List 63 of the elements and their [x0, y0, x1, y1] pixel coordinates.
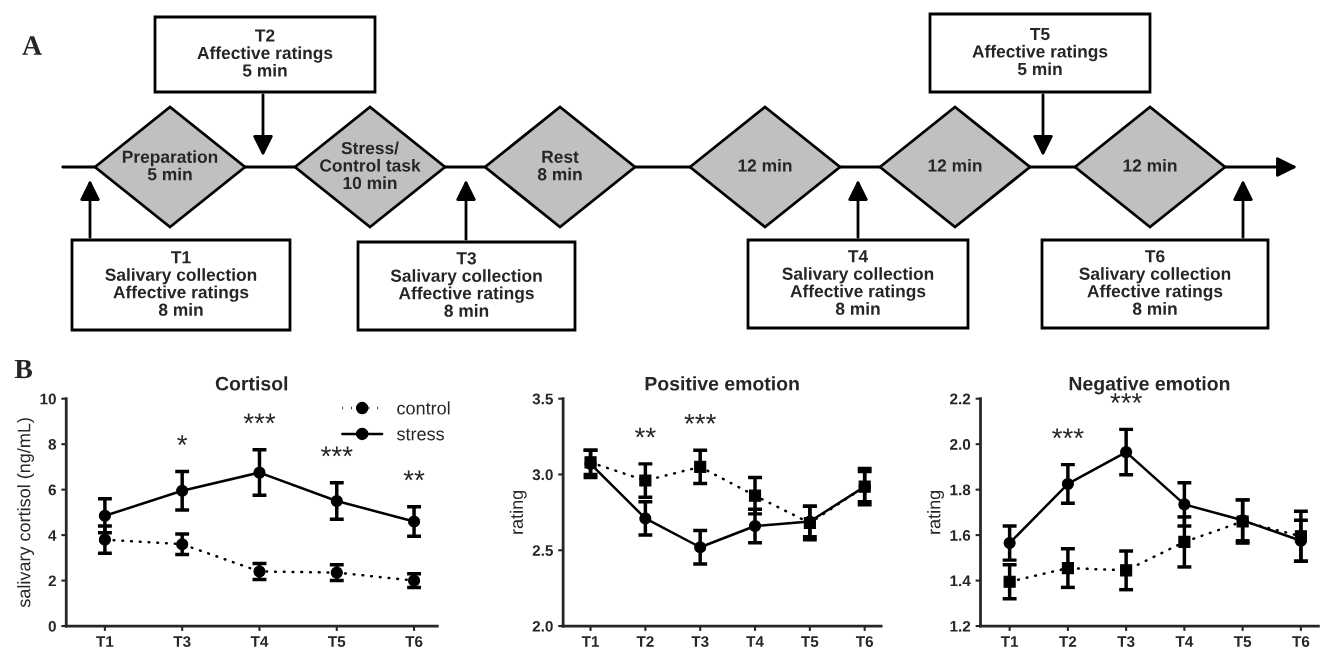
y-tick-label: 3.0: [532, 469, 553, 481]
annotation: ***: [1110, 393, 1142, 403]
y-tick-label: 0: [48, 620, 56, 632]
annotation: ***: [321, 446, 353, 457]
y-tick-label: 10: [40, 393, 56, 405]
x-tick-label: T5: [1233, 636, 1252, 647]
chart-title: Cortisol: [215, 376, 288, 391]
x-tick-label: T5: [328, 636, 346, 647]
annotation: **: [403, 470, 425, 481]
x-tick-label: T2: [1059, 636, 1077, 647]
x-tick-label: T1: [96, 636, 114, 647]
y-tick-label: 1.8: [950, 484, 971, 496]
annotation: ***: [1052, 428, 1084, 439]
text: T6 Salivary collection Affective ratings 8 min: [1079, 250, 1231, 315]
annotation: *: [177, 435, 188, 445]
category-label: Stress/ Control task 10 min: [320, 141, 421, 190]
text: T1 Salivary collection Affective ratings 8 min: [105, 251, 257, 316]
y-axis-title: salivary cortisol (ng/mL): [17, 418, 34, 608]
annotation: ***: [243, 413, 276, 424]
text: B: [14, 359, 33, 379]
y-tick-label: 2: [48, 575, 56, 587]
text: T4 Salivary collection Affective ratings 8 min: [782, 250, 934, 315]
y-tick-label: 1.6: [950, 529, 971, 541]
category-label: Preparation 5 min: [122, 150, 218, 181]
x-tick-label: T3: [173, 636, 191, 648]
chart-title: Negative emotion: [1069, 376, 1230, 395]
x-tick-label: T4: [1175, 636, 1194, 647]
category-label: 12 min: [738, 158, 792, 172]
text: T3 Salivary collection Affective ratings 8 min: [390, 252, 542, 317]
y-tick-label: 6: [48, 484, 56, 496]
y-axis-title: rating: [927, 490, 944, 534]
x-tick-label: T2: [636, 636, 654, 647]
y-tick-label: 1.2: [950, 620, 971, 632]
x-tick-label: T5: [801, 636, 819, 647]
y-tick-label: 2.5: [532, 545, 553, 556]
category-label: 12 min: [928, 158, 982, 172]
y-tick-label: 4: [48, 530, 57, 541]
y-tick-label: 8: [48, 439, 57, 450]
category-label: Rest 8 min: [537, 150, 582, 181]
legend-label: control: [397, 401, 450, 415]
x-tick-label: T3: [1117, 636, 1135, 648]
y-tick-label: 2.2: [950, 393, 971, 405]
annotation: **: [635, 427, 656, 438]
chart-title: Positive emotion: [645, 376, 799, 391]
text: A: [22, 36, 42, 55]
x-tick-label: T1: [1000, 636, 1019, 647]
text: T5 Affective ratings 5 min: [972, 28, 1108, 76]
x-tick-label: T3: [691, 636, 709, 648]
annotation: ***: [684, 413, 716, 424]
x-tick-label: T1: [581, 636, 600, 647]
legend-label: stress: [396, 428, 444, 441]
x-tick-label: T4: [250, 636, 269, 647]
y-axis-title: rating: [509, 490, 527, 534]
y-tick-label: 1.4: [950, 575, 971, 587]
category-label: 12 min: [1123, 158, 1177, 172]
y-tick-label: 3.5: [532, 393, 553, 405]
x-tick-label: T6: [855, 636, 874, 647]
x-tick-label: T6: [1292, 636, 1310, 647]
text: T2 Affective ratings 5 min: [197, 29, 333, 77]
y-tick-label: 2.0: [950, 439, 971, 450]
x-tick-label: T4: [746, 636, 764, 647]
x-tick-label: T6: [405, 636, 423, 647]
y-tick-label: 2.0: [532, 620, 553, 632]
